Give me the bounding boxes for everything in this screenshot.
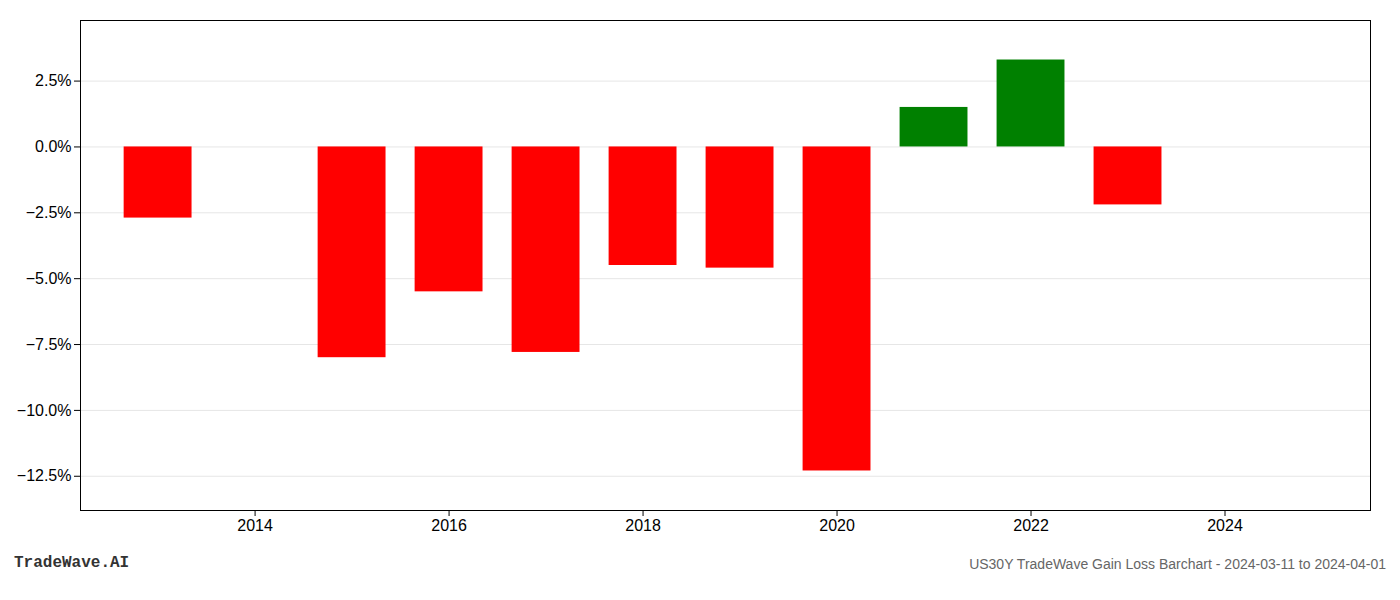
svg-text:−12.5%: −12.5% xyxy=(17,467,72,484)
svg-text:2.5%: 2.5% xyxy=(35,72,71,89)
svg-text:2020: 2020 xyxy=(819,517,855,534)
svg-text:2016: 2016 xyxy=(431,517,467,534)
svg-text:2018: 2018 xyxy=(625,517,661,534)
svg-text:−5.0%: −5.0% xyxy=(26,270,72,287)
svg-text:−10.0%: −10.0% xyxy=(17,402,72,419)
svg-text:−7.5%: −7.5% xyxy=(26,336,72,353)
svg-text:2022: 2022 xyxy=(1013,517,1049,534)
svg-text:2024: 2024 xyxy=(1207,517,1243,534)
svg-text:−2.5%: −2.5% xyxy=(26,204,72,221)
html-text:TradeWave.AI: TradeWave.AI xyxy=(14,554,130,572)
html-text:US30Y TradeWave Gain Loss Barc: US30Y TradeWave Gain Loss Barchart - 202… xyxy=(969,556,1386,572)
svg-text:2014: 2014 xyxy=(237,517,273,534)
svg-text:0.0%: 0.0% xyxy=(35,138,71,155)
